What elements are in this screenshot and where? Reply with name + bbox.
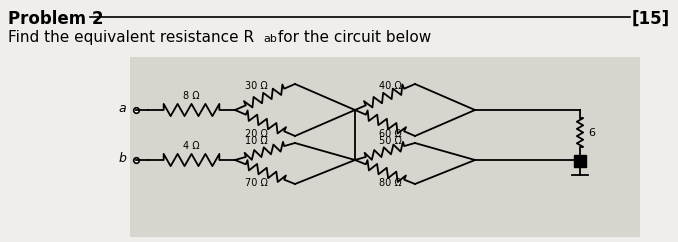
Text: 6: 6 (588, 128, 595, 137)
Text: 8 Ω: 8 Ω (183, 91, 200, 101)
Text: ab: ab (263, 34, 277, 44)
Text: 20 Ω: 20 Ω (245, 129, 267, 139)
Text: 40 Ω: 40 Ω (378, 81, 401, 91)
Text: 4 Ω: 4 Ω (183, 141, 200, 151)
Text: b: b (118, 152, 126, 166)
Text: 60 Ω: 60 Ω (378, 129, 401, 139)
Text: 10 Ω: 10 Ω (245, 136, 267, 145)
Bar (574, 155, 586, 167)
FancyBboxPatch shape (130, 57, 640, 237)
Text: [15]: [15] (632, 10, 670, 28)
Text: a: a (119, 103, 126, 115)
Text: 70 Ω: 70 Ω (245, 178, 267, 188)
Text: Problem 2: Problem 2 (8, 10, 104, 28)
Text: for the circuit below: for the circuit below (273, 30, 431, 45)
Text: 80 Ω: 80 Ω (378, 178, 401, 188)
Text: 30 Ω: 30 Ω (245, 81, 267, 91)
Text: Find the equivalent resistance R: Find the equivalent resistance R (8, 30, 254, 45)
Text: 50 Ω: 50 Ω (378, 136, 401, 145)
